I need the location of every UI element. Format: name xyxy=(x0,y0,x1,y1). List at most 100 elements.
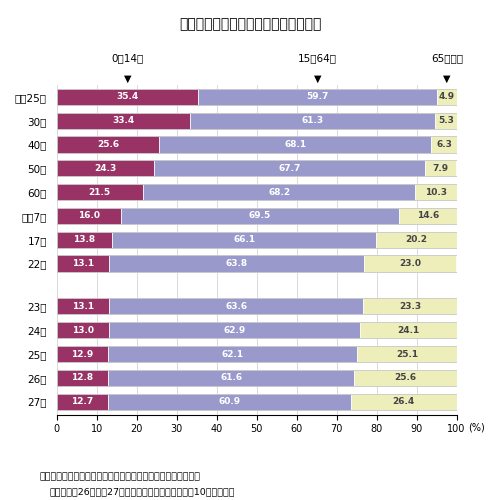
Text: 12.8: 12.8 xyxy=(72,374,94,382)
Text: 24.1: 24.1 xyxy=(398,326,419,334)
Bar xyxy=(56,208,456,224)
Bar xyxy=(376,232,457,248)
Bar xyxy=(159,136,431,152)
Text: 12.7: 12.7 xyxy=(71,397,93,406)
Text: 10.3: 10.3 xyxy=(425,188,447,196)
Text: 65歳以上: 65歳以上 xyxy=(431,54,463,64)
Text: 20.2: 20.2 xyxy=(406,236,427,244)
Text: 13.0: 13.0 xyxy=(72,326,94,334)
Bar xyxy=(424,160,456,176)
Bar xyxy=(108,394,351,409)
Bar xyxy=(56,160,154,176)
Text: 13.1: 13.1 xyxy=(72,259,94,268)
Bar xyxy=(56,346,108,362)
Bar xyxy=(198,89,437,105)
Bar xyxy=(56,322,108,338)
Text: 59.7: 59.7 xyxy=(306,92,329,102)
Text: 61.3: 61.3 xyxy=(302,116,324,125)
Bar xyxy=(56,322,456,338)
Text: 16.0: 16.0 xyxy=(78,212,100,220)
Text: 13.8: 13.8 xyxy=(74,236,96,244)
Text: 61.6: 61.6 xyxy=(220,374,242,382)
Bar xyxy=(437,89,456,105)
Text: 21.5: 21.5 xyxy=(88,188,111,196)
Bar xyxy=(354,370,456,386)
Text: ▼: ▼ xyxy=(443,74,450,84)
Bar xyxy=(436,112,456,129)
Bar xyxy=(56,184,456,200)
Text: 62.1: 62.1 xyxy=(222,350,244,358)
Text: 25.1: 25.1 xyxy=(396,350,418,358)
Bar xyxy=(108,346,356,362)
Text: ▼: ▼ xyxy=(124,74,132,84)
Text: 69.5: 69.5 xyxy=(248,212,271,220)
Bar xyxy=(356,346,457,362)
Bar xyxy=(142,184,416,200)
Text: 66.1: 66.1 xyxy=(233,236,255,244)
Text: 23.3: 23.3 xyxy=(399,302,421,311)
Bar xyxy=(398,208,457,224)
Text: 23.0: 23.0 xyxy=(399,259,421,268)
Bar xyxy=(56,232,112,248)
Bar xyxy=(56,184,142,200)
Bar xyxy=(56,136,456,152)
Bar xyxy=(190,112,436,129)
Text: 25.6: 25.6 xyxy=(97,140,119,149)
Bar xyxy=(56,89,456,105)
Bar xyxy=(351,394,457,409)
Bar xyxy=(364,298,456,314)
Bar xyxy=(432,136,456,152)
Text: 注）　平成26年及び27年は４月１日現在、その他は10月１日現在: 注） 平成26年及び27年は４月１日現在、その他は10月１日現在 xyxy=(50,488,236,496)
Bar xyxy=(154,160,424,176)
Text: 24.3: 24.3 xyxy=(94,164,116,173)
Text: 67.7: 67.7 xyxy=(278,164,300,173)
Text: 6.3: 6.3 xyxy=(436,140,452,149)
Text: 資料：　「国勢調査」による人口及び「人口推計」による人口: 資料： 「国勢調査」による人口及び「人口推計」による人口 xyxy=(40,472,201,482)
Bar xyxy=(56,394,456,409)
Bar xyxy=(56,208,120,224)
Text: 60.9: 60.9 xyxy=(218,397,240,406)
Text: 35.4: 35.4 xyxy=(116,92,138,102)
Bar xyxy=(109,256,364,272)
Bar xyxy=(56,112,190,129)
Text: ▼: ▼ xyxy=(314,74,322,84)
Text: (%): (%) xyxy=(468,423,485,433)
Bar xyxy=(56,370,108,386)
Text: 0～14歳: 0～14歳 xyxy=(112,54,144,64)
Text: 63.6: 63.6 xyxy=(225,302,248,311)
Bar xyxy=(364,256,456,272)
Text: 7.9: 7.9 xyxy=(432,164,448,173)
Text: 12.9: 12.9 xyxy=(72,350,94,358)
Bar xyxy=(416,184,457,200)
Bar xyxy=(56,232,456,248)
Bar xyxy=(56,370,456,386)
Bar xyxy=(108,370,354,386)
Text: 33.4: 33.4 xyxy=(112,116,134,125)
Bar xyxy=(112,232,376,248)
Text: 5.3: 5.3 xyxy=(438,116,454,125)
Bar xyxy=(56,346,456,362)
Bar xyxy=(360,322,456,338)
Bar xyxy=(56,394,108,409)
Bar xyxy=(56,298,456,314)
Text: 4.9: 4.9 xyxy=(439,92,455,102)
Text: 14.6: 14.6 xyxy=(416,212,439,220)
Bar xyxy=(56,256,456,272)
Text: 26.4: 26.4 xyxy=(392,397,415,406)
Text: 68.2: 68.2 xyxy=(268,188,290,196)
Bar xyxy=(109,298,364,314)
Text: 図２　年齢３区分別人口の割合の推移: 図２ 年齢３区分別人口の割合の推移 xyxy=(179,18,321,32)
Text: 62.9: 62.9 xyxy=(224,326,246,334)
Text: 25.6: 25.6 xyxy=(394,374,416,382)
Text: 15～64歳: 15～64歳 xyxy=(298,54,337,64)
Bar xyxy=(56,298,109,314)
Bar xyxy=(108,322,360,338)
Bar xyxy=(56,112,456,129)
Bar xyxy=(56,256,109,272)
Bar xyxy=(120,208,398,224)
Text: 68.1: 68.1 xyxy=(284,140,306,149)
Bar xyxy=(56,160,456,176)
Bar xyxy=(56,89,199,105)
Bar xyxy=(56,136,159,152)
Text: 13.1: 13.1 xyxy=(72,302,94,311)
